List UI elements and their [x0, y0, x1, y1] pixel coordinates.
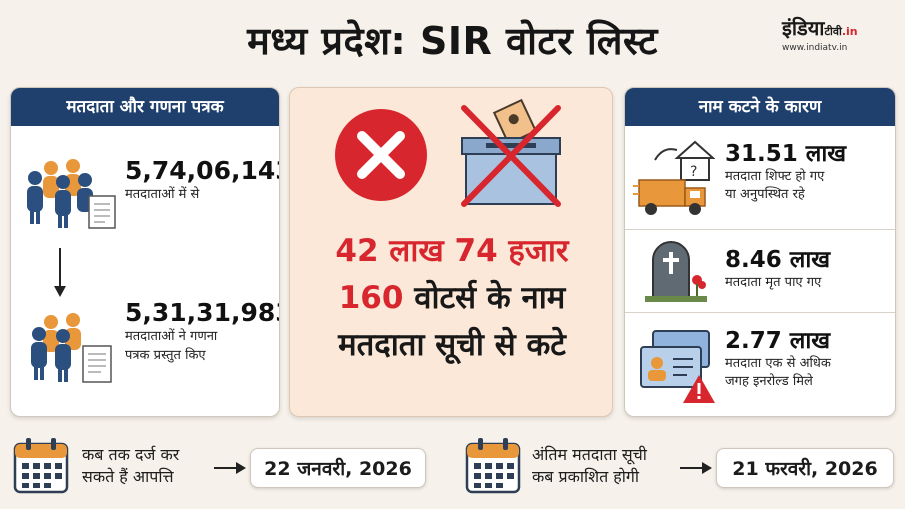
- logo-tv-text: टीवी: [824, 25, 842, 38]
- headline-line1: 42 लाख 74 हजार: [335, 233, 569, 269]
- voters-group-icon: [31, 313, 112, 383]
- house-truck-icon: ?: [633, 140, 715, 215]
- red-cross-icon: [335, 109, 427, 201]
- deleted-voters-panel: 42 लाख 74 हजार 160 वोटर्स के नाम मतदाता …: [289, 87, 613, 417]
- id-cards-warning-icon: [640, 330, 715, 403]
- voters-panel-heading: मतदाता और गणना पत्रक: [11, 88, 279, 126]
- headline-line2-text: वोटर्स के नाम: [403, 280, 566, 316]
- deleted-voters-headline: 42 लाख 74 हजार 160 वोटर्स के नाम मतदाता …: [290, 228, 612, 369]
- logo-main-text: इंडिया: [782, 16, 825, 40]
- logo-in-text: .in: [841, 25, 858, 38]
- reason-shifted-value: 31.51 लाख: [725, 141, 847, 167]
- objection-question-line1: कब तक दर्ज कर: [82, 445, 180, 464]
- headline-line2-number: 160: [338, 280, 404, 316]
- voters-group-icon: [27, 159, 116, 229]
- right-arrow-icon: [214, 462, 246, 474]
- objection-deadline-date: 22 जनवरी, 2026: [250, 448, 426, 488]
- objection-question-line2: सकते हैं आपत्ति: [82, 467, 174, 486]
- reason-dead-value: 8.46 लाख: [725, 247, 831, 273]
- reason-duplicate-value: 2.77 लाख: [725, 328, 831, 354]
- voters-panel: मतदाता और गणना पत्रक 5,74,06,143 मतदाताओ…: [10, 87, 280, 417]
- indiatv-logo: इंडियाटीवी.in www.indiatv.in: [782, 14, 900, 62]
- document-icon: [82, 345, 112, 383]
- deletion-reasons-panel: नाम कटने के कारण ? 31.51 लाख मतदाता शिफ्…: [624, 87, 896, 417]
- calendar-icon: [465, 438, 521, 494]
- reason-duplicate-line1: मतदाता एक से अधिक: [725, 356, 831, 371]
- right-arrow-icon: [680, 462, 712, 474]
- calendar-icon: [13, 438, 69, 494]
- headline-line3: मतदाता सूची से कटे: [338, 327, 566, 363]
- total-voters-label: मतदाताओं में से: [125, 187, 200, 202]
- final-list-question-line1: अंतिम मतदाता सूची: [532, 445, 647, 464]
- submitted-forms-label-line2: पत्रक प्रस्तुत किए: [125, 348, 206, 363]
- total-voters-value: 5,74,06,143: [125, 156, 280, 185]
- reason-shifted-line1: मतदाता शिफ्ट हो गए: [725, 169, 825, 184]
- document-icon: [88, 195, 116, 229]
- down-arrow-icon: [54, 248, 66, 297]
- svg-text:?: ?: [690, 164, 697, 180]
- gravestone-icon: [645, 241, 707, 302]
- logo-url: www.indiatv.in: [782, 43, 848, 53]
- reason-item-dead: 8.46 लाख मतदाता मृत पाए गए: [625, 229, 895, 309]
- reason-duplicate-line2: जगह इनरोल्ड मिले: [725, 374, 813, 389]
- final-list-question-line2: कब प्रकाशित होगी: [532, 467, 640, 486]
- reason-shifted-line2: या अनुपस्थित रहे: [725, 187, 805, 202]
- submitted-forms-value: 5,31,31,983: [125, 298, 280, 327]
- ballot-box-icon: [461, 98, 561, 207]
- objection-deadline-question: कब तक दर्ज कर सकते हैं आपत्ति: [82, 444, 179, 488]
- page-title: मध्य प्रदेश: SIR वोटर लिस्ट: [247, 19, 658, 63]
- final-list-date: 21 फरवरी, 2026: [716, 448, 894, 488]
- submitted-forms-label-line1: मतदाताओं ने गणना: [125, 329, 218, 344]
- reason-item-shifted: ? 31.51 लाख मतदाता शिफ्ट हो गए या अनुपस्…: [625, 126, 895, 226]
- reason-item-duplicate: 2.77 लाख मतदाता एक से अधिक जगह इनरोल्ड म…: [625, 312, 895, 416]
- reason-dead-line1: मतदाता मृत पाए गए: [725, 275, 822, 290]
- deletion-reasons-heading: नाम कटने के कारण: [625, 88, 895, 126]
- final-list-question: अंतिम मतदाता सूची कब प्रकाशित होगी: [532, 444, 647, 488]
